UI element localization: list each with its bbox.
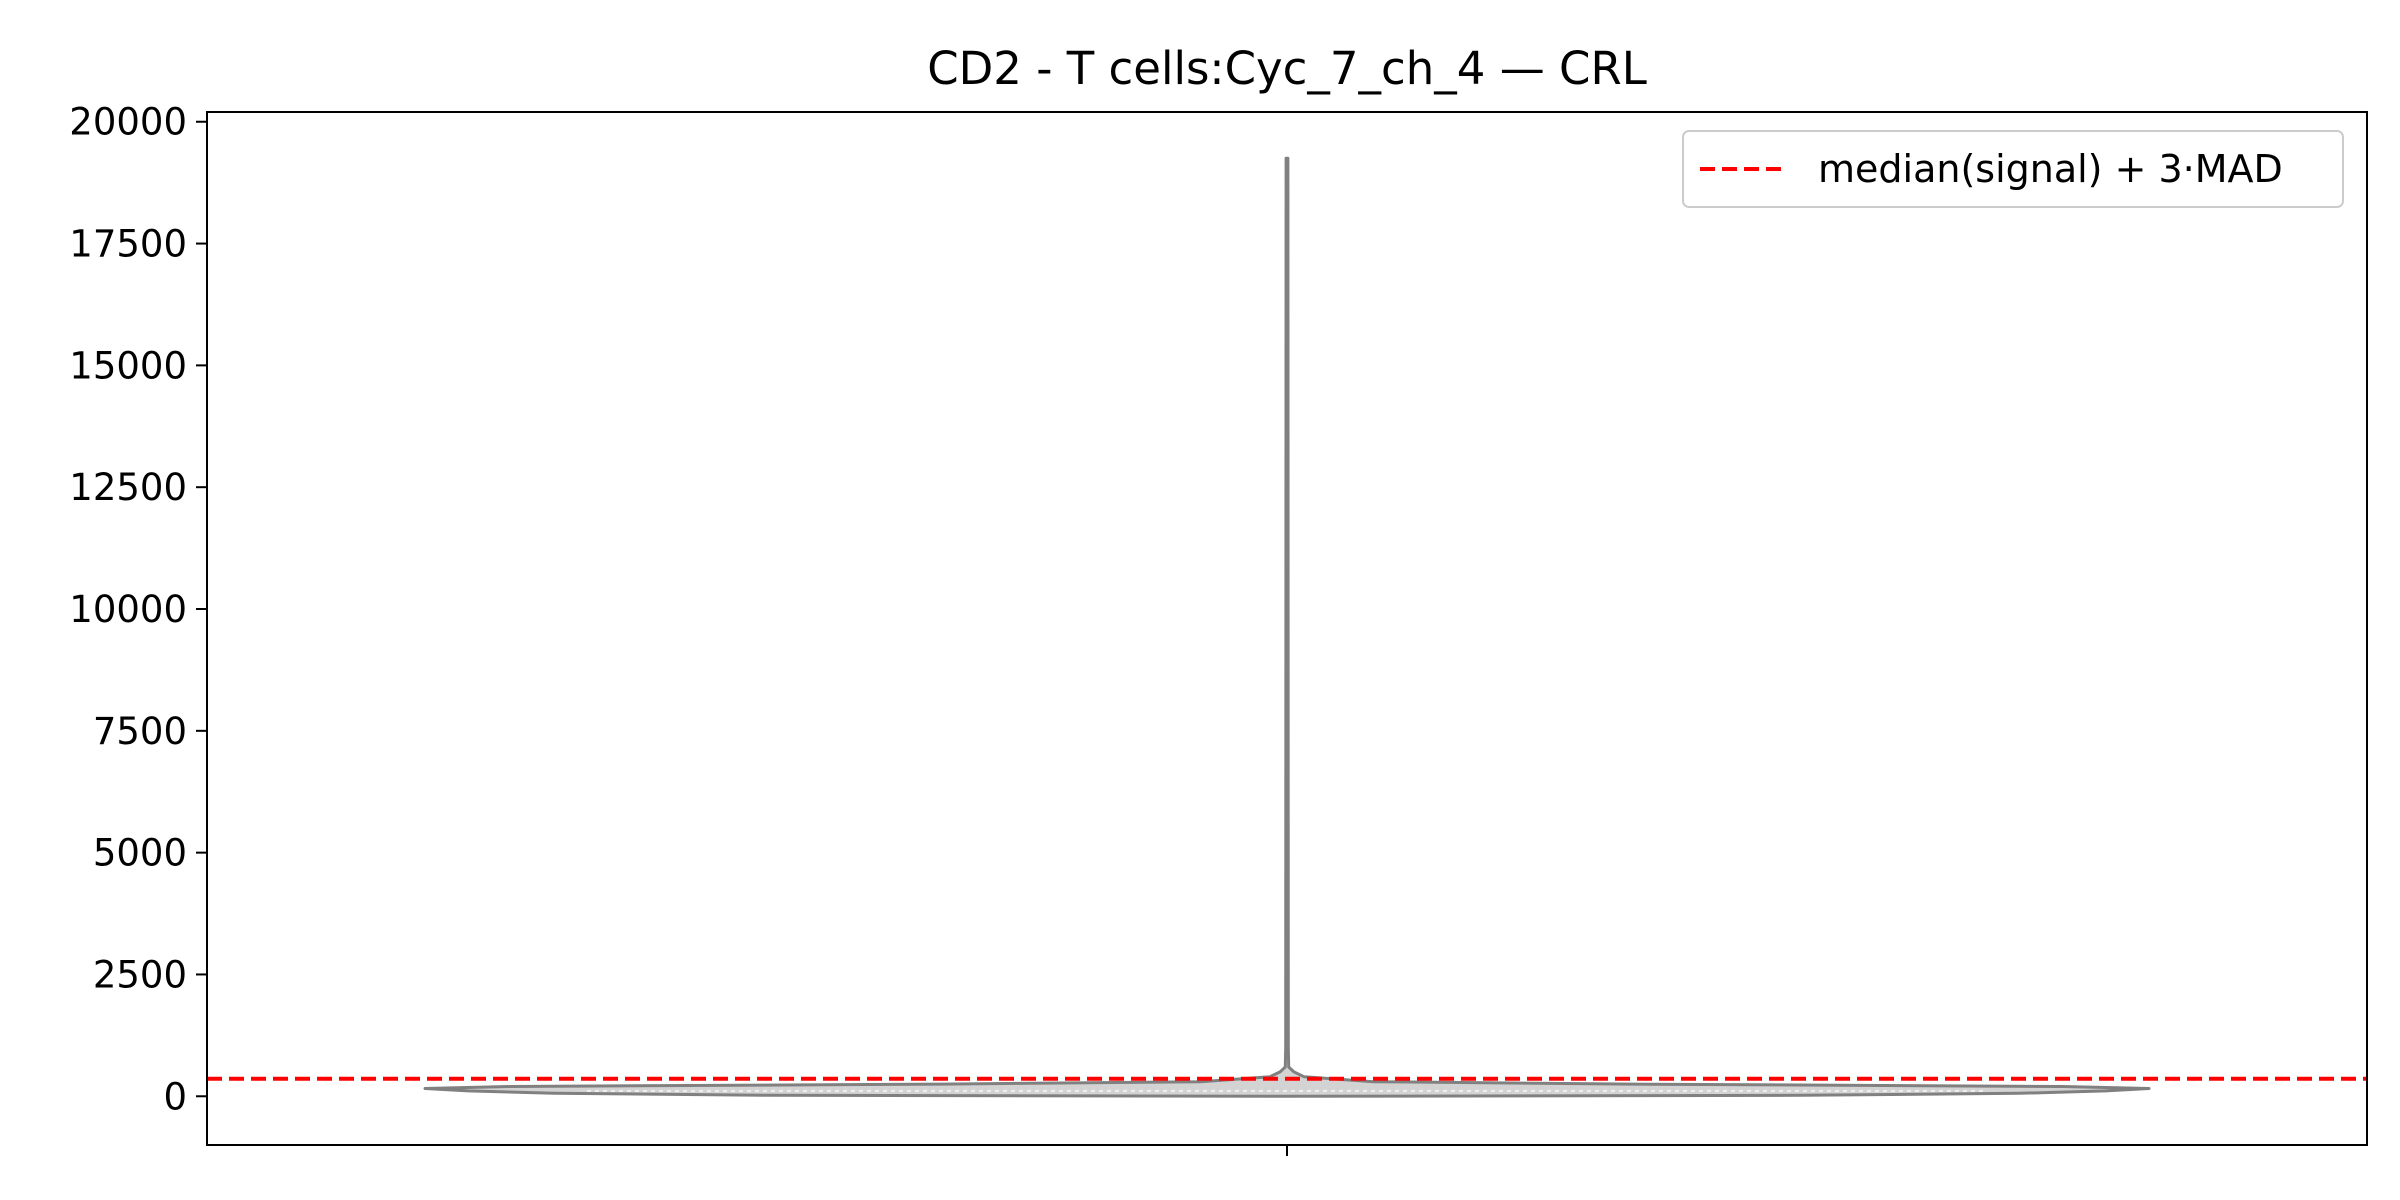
violin-body [423, 156, 2151, 1098]
y-tick-label: 20000 [69, 101, 187, 144]
y-axis: 0 2500 5000 7500 10000 12500 15000 17500 20000 [69, 101, 207, 1118]
plot-area [207, 156, 2367, 1098]
y-tick-label: 15000 [69, 344, 187, 387]
y-tick-label: 7500 [93, 710, 187, 753]
legend-box [1682, 130, 2344, 208]
y-tick-label: 0 [163, 1075, 187, 1118]
axes-frame [206, 111, 2368, 1146]
y-tick-label: 12500 [69, 466, 187, 509]
y-tick-label: 5000 [93, 832, 187, 875]
chart-title: CD2 - T cells:Cyc_7_ch_4 — CRL [927, 42, 1647, 95]
y-tick-label: 17500 [69, 223, 187, 266]
legend: median(signal) + 3·MAD [1682, 130, 2344, 208]
y-tick-label: 10000 [69, 588, 187, 631]
y-tick-label: 2500 [93, 953, 187, 996]
legend-label-threshold: median(signal) + 3·MAD [1818, 147, 2283, 191]
